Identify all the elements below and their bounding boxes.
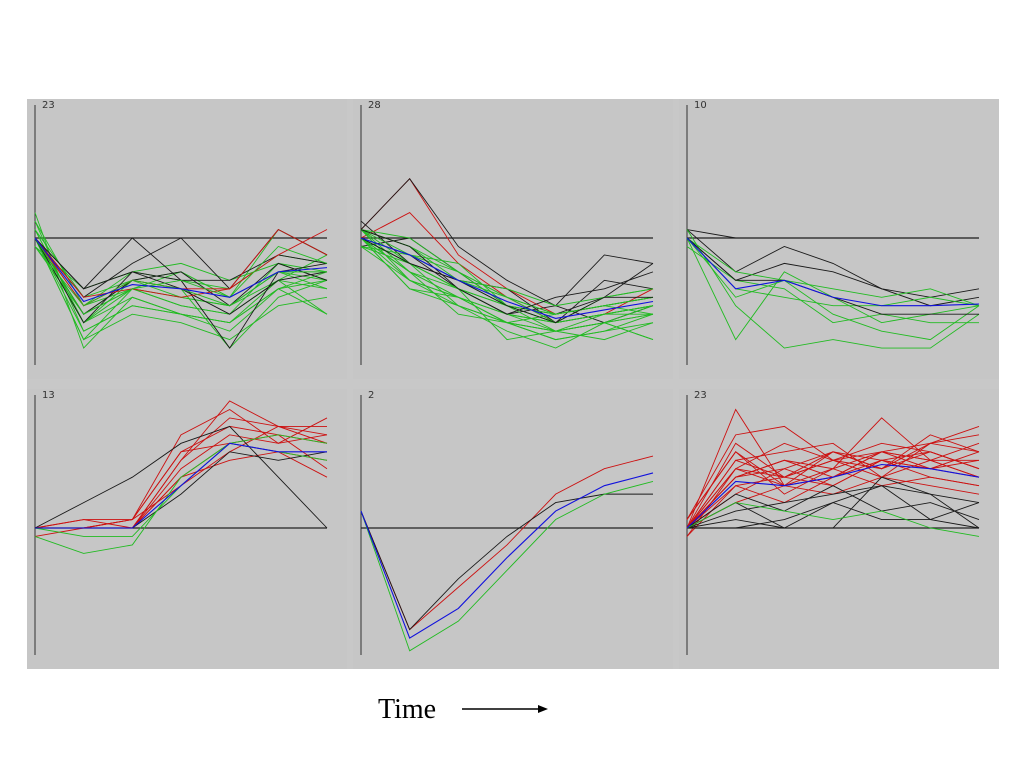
series-line bbox=[686, 237, 980, 307]
cluster-panel: 23 bbox=[27, 99, 347, 379]
series-line bbox=[35, 434, 328, 529]
series-line bbox=[34, 237, 328, 315]
series-line bbox=[686, 451, 980, 529]
series-line bbox=[360, 480, 654, 652]
series-line bbox=[686, 229, 980, 298]
series-line bbox=[34, 229, 328, 298]
panel-plot bbox=[34, 395, 328, 655]
series-line bbox=[360, 493, 653, 631]
cluster-count-label: 28 bbox=[368, 100, 381, 111]
series-line bbox=[34, 237, 328, 341]
mean-line bbox=[34, 237, 328, 303]
series-line bbox=[34, 237, 328, 315]
series-line bbox=[34, 417, 328, 529]
series-line bbox=[360, 220, 654, 324]
series-line bbox=[360, 455, 654, 631]
series-line bbox=[34, 442, 328, 537]
mean-line bbox=[686, 463, 980, 529]
series-line bbox=[360, 178, 654, 307]
series-line bbox=[687, 485, 980, 529]
series-line bbox=[34, 229, 328, 324]
series-line bbox=[34, 237, 328, 315]
series-line bbox=[686, 229, 980, 349]
series-line bbox=[686, 237, 980, 307]
series-line bbox=[686, 459, 980, 537]
series-line bbox=[35, 434, 328, 529]
panel-plot bbox=[686, 395, 980, 655]
mean-line bbox=[686, 237, 980, 307]
cluster-panel: 13 bbox=[27, 389, 347, 669]
series-line bbox=[686, 229, 979, 239]
panel-plot bbox=[34, 105, 328, 365]
mean-line bbox=[360, 237, 654, 319]
mean-line bbox=[360, 472, 654, 639]
series-line bbox=[360, 229, 654, 315]
mean-line bbox=[35, 442, 327, 529]
cluster-panel: 10 bbox=[679, 99, 999, 379]
cluster-count-label: 13 bbox=[42, 390, 55, 401]
series-line bbox=[34, 237, 328, 349]
series-line bbox=[34, 434, 328, 554]
cluster-count-label: 2 bbox=[368, 390, 375, 401]
time-arrow-icon bbox=[462, 705, 548, 713]
series-line bbox=[686, 502, 980, 529]
cluster-count-label: 10 bbox=[694, 100, 707, 111]
series-line bbox=[35, 451, 328, 529]
series-line bbox=[686, 485, 980, 529]
series-line bbox=[686, 485, 980, 529]
x-axis-label: Time bbox=[378, 694, 437, 725]
series-line bbox=[34, 425, 328, 529]
series-line bbox=[35, 451, 328, 529]
series-line bbox=[686, 246, 979, 324]
series-line bbox=[686, 237, 979, 315]
series-line bbox=[34, 229, 328, 324]
cluster-panel: 2 bbox=[353, 389, 673, 669]
panel-plot bbox=[686, 105, 980, 365]
cluster-panel: 23 bbox=[679, 389, 999, 669]
cluster-panel: 28 bbox=[353, 99, 673, 379]
cluster-count-label: 23 bbox=[694, 390, 707, 401]
panel-plot bbox=[360, 105, 654, 365]
series-line bbox=[360, 237, 653, 324]
series-line bbox=[360, 229, 654, 332]
series-line bbox=[686, 502, 980, 537]
series-line bbox=[686, 237, 980, 341]
series-line bbox=[34, 442, 328, 537]
series-line bbox=[34, 220, 328, 332]
cluster-count-label: 23 bbox=[42, 100, 55, 111]
cluster-grid: 23 28 10 13 2 23 bbox=[27, 99, 999, 669]
series-line bbox=[35, 400, 327, 529]
panel-plot bbox=[360, 395, 654, 655]
